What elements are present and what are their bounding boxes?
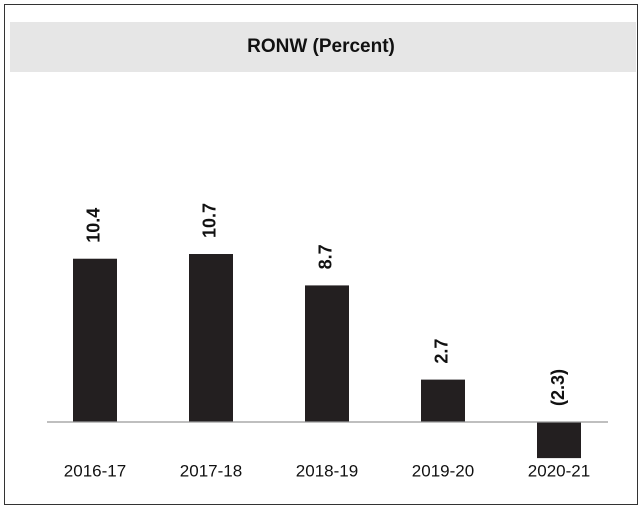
value-label: 8.7 [316,244,336,269]
bar [421,379,465,422]
value-label: 10.7 [200,203,220,238]
x-tick-label: 2018-19 [296,461,358,480]
chart-title: RONW (Percent) [247,36,395,57]
value-label: 10.4 [84,208,104,243]
title-band [10,22,636,72]
bar [537,422,581,459]
x-tick-label: 2017-18 [180,461,242,480]
value-label: (2.3) [548,369,568,406]
bar [73,258,117,422]
x-tick-label: 2019-20 [412,461,474,480]
x-tick-label: 2016-17 [64,461,126,480]
frame [4,4,638,505]
bar [305,285,349,422]
bar [189,254,233,422]
value-label: 2.7 [432,339,452,364]
x-tick-label: 2020-21 [528,461,590,480]
